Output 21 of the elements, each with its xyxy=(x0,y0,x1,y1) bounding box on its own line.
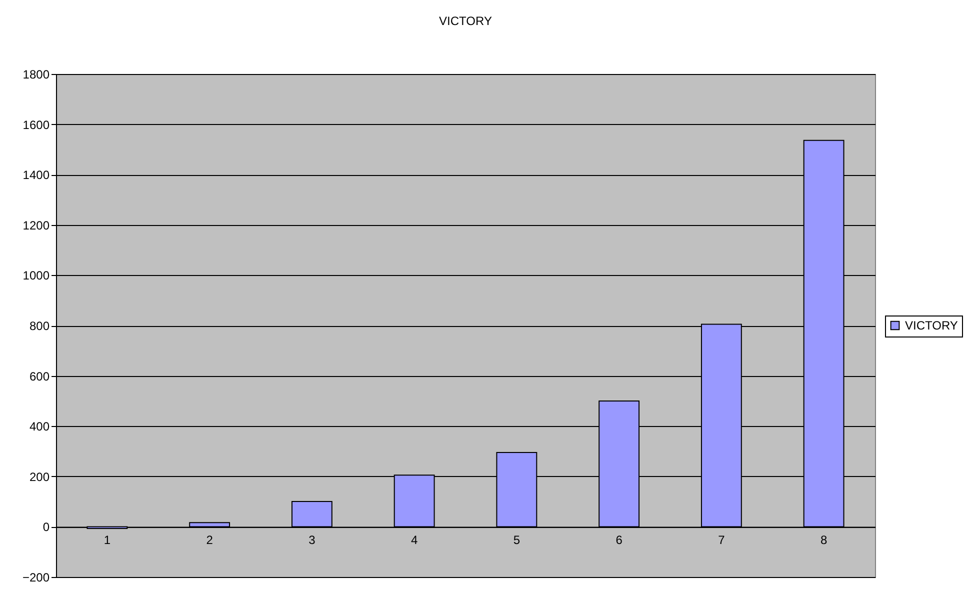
x-tick-label: 2 xyxy=(206,533,214,548)
x-tick-label: 6 xyxy=(616,533,623,548)
legend-label: VICTORY xyxy=(905,318,958,332)
x-tick-label: 7 xyxy=(718,533,726,548)
y-tick-label: 800 xyxy=(29,319,50,333)
y-tick-label: 0 xyxy=(42,520,50,534)
y-tick-label: 1200 xyxy=(22,218,50,232)
y-tick-label: 200 xyxy=(29,470,50,484)
y-tick-label: 1800 xyxy=(22,68,50,82)
x-tick-label: 3 xyxy=(308,533,316,548)
y-tick-label: 1000 xyxy=(22,268,50,283)
x-tick-label: 4 xyxy=(410,533,418,548)
y-tick-label: −200 xyxy=(22,570,50,584)
y-tick-label: 1600 xyxy=(22,118,50,132)
y-tick-label: 600 xyxy=(29,369,50,384)
x-tick-label: 1 xyxy=(104,533,111,548)
x-tick-label: 8 xyxy=(820,533,828,548)
y-tick-label: 1400 xyxy=(22,168,50,182)
x-tick-label: 5 xyxy=(513,533,520,548)
y-tick-label: 400 xyxy=(29,420,50,434)
chart-title: VICTORY xyxy=(439,14,492,28)
